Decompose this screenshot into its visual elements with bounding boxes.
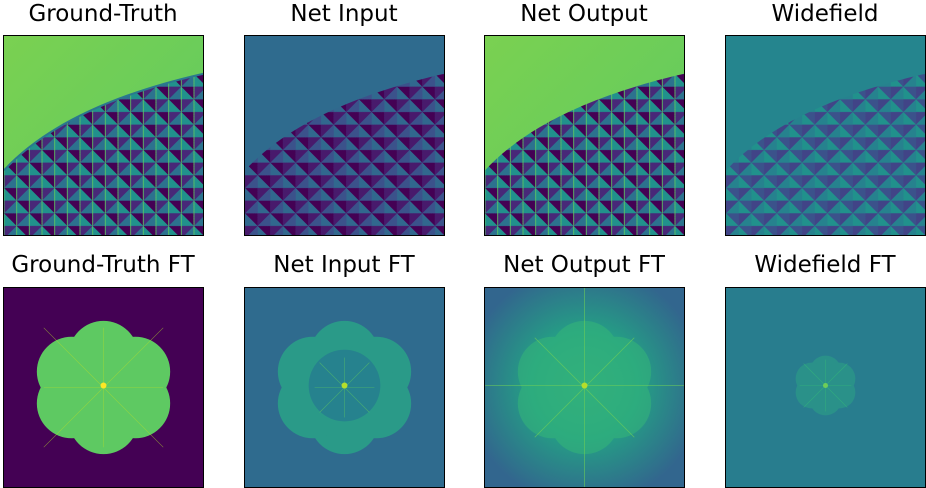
net-output-image	[484, 35, 685, 236]
title-net-input-ft: Net Input FT	[273, 252, 415, 278]
title-widefield: Widefield	[771, 1, 879, 27]
net-input-ft-image	[244, 287, 445, 488]
net-input-image	[244, 35, 445, 236]
widefield-ft-image	[725, 287, 926, 488]
ground-truth-ft-image	[3, 287, 204, 488]
title-ground-truth-ft: Ground-Truth FT	[11, 252, 195, 278]
net-output-ft-image	[484, 287, 685, 488]
title-widefield-ft: Widefield FT	[754, 252, 896, 278]
title-ground-truth: Ground-Truth	[28, 1, 178, 27]
widefield-image	[725, 35, 926, 236]
title-net-input: Net Input	[290, 1, 398, 27]
title-net-output: Net Output	[520, 1, 648, 27]
ground-truth-image	[3, 35, 204, 236]
title-net-output-ft: Net Output FT	[503, 252, 665, 278]
